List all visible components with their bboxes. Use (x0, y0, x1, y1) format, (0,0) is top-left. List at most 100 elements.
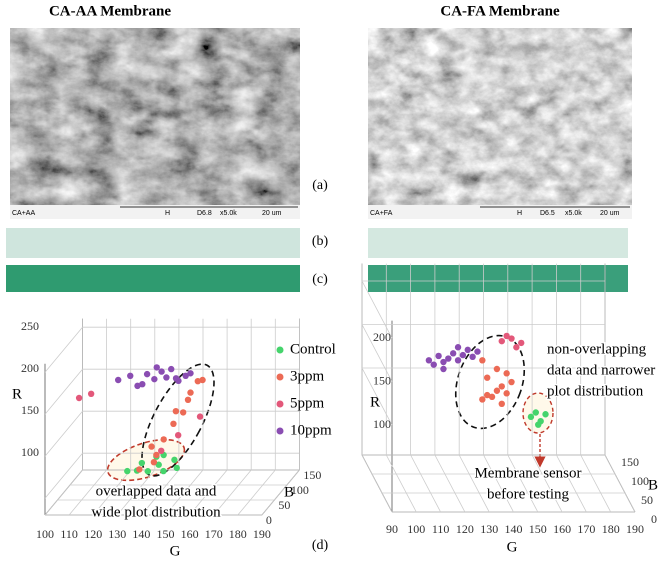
x-tick-label: 90 (386, 522, 398, 536)
x-tick-label: 140 (132, 527, 150, 541)
data-point (542, 411, 549, 418)
grid-line (44, 368, 83, 415)
x-tick-label: 110 (432, 522, 450, 536)
grid-line (507, 454, 539, 513)
data-point (493, 387, 501, 394)
data-point (171, 456, 178, 464)
data-point (503, 332, 510, 340)
sem-info: 20 um (262, 210, 282, 217)
x-tick-label: 150 (157, 527, 175, 541)
sem-info: D6.8 (197, 210, 212, 217)
grid-line (361, 280, 393, 339)
x-tick-label: 190 (626, 522, 644, 536)
data-point (196, 413, 204, 420)
panel-label: (b) (312, 234, 329, 249)
data-point (170, 420, 177, 427)
data-point (155, 461, 162, 468)
grid-line (44, 469, 83, 516)
y-tick-label: 250 (21, 319, 39, 333)
legend-marker (276, 427, 284, 435)
x-tick-label: 180 (229, 527, 247, 541)
x-tick-label: 170 (205, 527, 223, 541)
panel-title: CA-FA Membrane (440, 3, 560, 19)
sem-label: CA+FA (370, 210, 393, 217)
data-point (498, 383, 505, 390)
grid-line (141, 469, 180, 516)
sem-info: H (165, 210, 170, 217)
sem-info: H (517, 210, 522, 217)
grid-line (361, 324, 393, 382)
panel-title: CA-AA Membrane (49, 3, 171, 19)
grid-line (434, 454, 466, 513)
data-point (498, 337, 505, 345)
highlight-ellipse (141, 363, 215, 477)
z-tick-label: 150 (621, 455, 639, 469)
grid-line (165, 469, 204, 516)
annotation: wide plot distribution (91, 504, 221, 520)
data-point (518, 339, 525, 347)
data-point (484, 374, 491, 381)
data-point (75, 394, 83, 402)
legend-label: 3ppm (290, 368, 325, 384)
plot-3d: 90 100 110 120 130 140 150 160 170 180 190 0 50 100 15… (361, 263, 658, 555)
grid-line (531, 454, 563, 513)
membrane-strip (368, 228, 628, 258)
grid-line (237, 469, 276, 516)
data-point (144, 468, 152, 475)
data-point (508, 335, 515, 342)
sem-info-bar (368, 205, 632, 219)
data-point (430, 361, 437, 368)
data-point (172, 375, 180, 382)
sem-info: x5.0k (220, 210, 237, 217)
data-point (127, 372, 134, 379)
legend-marker (276, 400, 284, 408)
data-point (160, 467, 167, 475)
x-tick-label: 190 (253, 527, 271, 541)
annotation: Membrane sensor (474, 465, 581, 481)
annotation: non-overlapping (547, 341, 647, 357)
data-point (474, 348, 481, 355)
sem-info: D6.5 (540, 210, 555, 217)
data-point (425, 357, 433, 364)
data-point (115, 376, 122, 384)
data-point (454, 357, 462, 364)
grid-line (483, 454, 514, 513)
x-axis-title: G (507, 539, 518, 555)
data-point (168, 365, 175, 373)
data-point (187, 389, 194, 396)
y-tick-label: 100 (21, 445, 39, 459)
data-point (153, 451, 160, 459)
data-point (527, 413, 535, 421)
sem-info: x5.0k (565, 210, 582, 217)
data-point (503, 390, 510, 397)
x-tick-label: 140 (505, 522, 523, 536)
y-tick-label: 200 (373, 330, 391, 344)
annotation: data and narrower (547, 362, 655, 378)
y-tick-label: 150 (373, 373, 391, 387)
grid-line (44, 410, 83, 457)
data-point (151, 375, 158, 383)
y-axis-title: R (370, 394, 380, 410)
data-point (143, 370, 151, 378)
z-axis-title: B (648, 477, 658, 493)
grid-line (556, 454, 587, 513)
data-point (440, 365, 447, 373)
x-tick-label: 100 (407, 522, 425, 536)
sem-image (10, 28, 300, 205)
legend-label: Control (290, 341, 336, 357)
x-tick-label: 150 (529, 522, 547, 536)
data-point (158, 368, 165, 375)
membrane-strip (368, 265, 628, 292)
y-tick-label: 150 (21, 403, 39, 417)
x-tick-label: 100 (36, 527, 54, 541)
legend-marker (276, 346, 284, 354)
sem-info-bar (10, 205, 300, 219)
grid-line (116, 469, 156, 516)
x-axis-title: G (170, 543, 181, 559)
x-tick-label: 130 (108, 527, 126, 541)
data-point (440, 358, 447, 366)
grid-line (410, 454, 441, 513)
grid-line (385, 454, 417, 513)
x-tick-label: 120 (84, 527, 102, 541)
z-tick-label: 150 (303, 468, 321, 482)
